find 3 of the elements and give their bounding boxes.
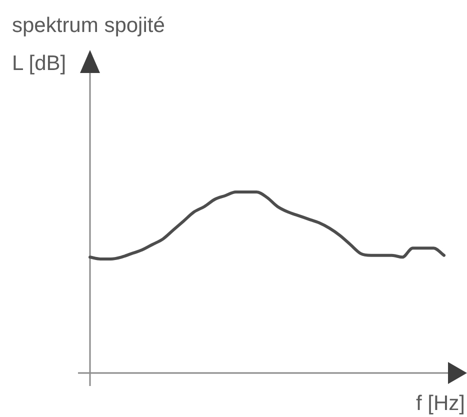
x-axis-title: f [Hz] bbox=[416, 392, 465, 415]
chart-title: spektrum spojité bbox=[12, 14, 165, 37]
text: L [dB] bbox=[12, 52, 66, 75]
